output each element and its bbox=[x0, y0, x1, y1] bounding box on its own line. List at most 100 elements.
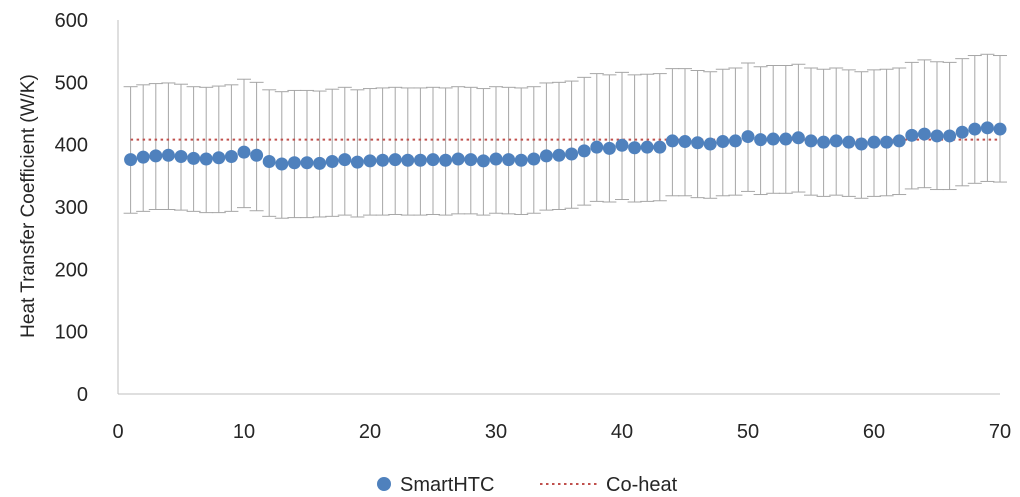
data-point bbox=[565, 147, 579, 161]
data-point bbox=[489, 152, 503, 166]
error-bar bbox=[804, 67, 818, 196]
data-point bbox=[413, 153, 427, 167]
data-point bbox=[124, 153, 138, 167]
error-bar bbox=[148, 83, 163, 210]
data-point bbox=[187, 151, 201, 165]
data-point bbox=[804, 134, 818, 148]
x-tick-label: 50 bbox=[737, 421, 759, 443]
error-bar bbox=[463, 86, 478, 215]
data-point bbox=[728, 134, 742, 148]
error-bar bbox=[993, 55, 1007, 183]
error-bar bbox=[854, 71, 869, 199]
error-bar bbox=[375, 87, 390, 216]
error-bar bbox=[388, 86, 403, 215]
data-point bbox=[262, 154, 276, 168]
error-bar bbox=[539, 82, 554, 211]
error-bar bbox=[589, 73, 604, 202]
error-bar bbox=[249, 81, 264, 212]
error-bar bbox=[602, 74, 617, 203]
data-point bbox=[665, 134, 679, 148]
legend-smarthtc-marker bbox=[377, 477, 391, 491]
data-point bbox=[552, 148, 566, 162]
data-point bbox=[892, 134, 906, 148]
error-bar bbox=[816, 68, 831, 197]
data-point bbox=[338, 153, 352, 167]
error-bar bbox=[123, 86, 138, 214]
data-point bbox=[136, 150, 150, 164]
error-bar bbox=[438, 87, 453, 216]
data-point bbox=[502, 153, 516, 167]
error-bar bbox=[489, 86, 503, 214]
error-bar bbox=[161, 82, 176, 210]
data-point bbox=[917, 127, 931, 141]
x-tick-label: 70 bbox=[989, 421, 1011, 443]
data-point bbox=[678, 135, 692, 149]
error-bar bbox=[728, 67, 743, 196]
error-bar bbox=[262, 89, 277, 217]
data-point bbox=[716, 135, 730, 149]
data-point bbox=[602, 141, 616, 155]
data-point bbox=[980, 121, 994, 135]
error-bar bbox=[879, 68, 894, 197]
error-bar bbox=[413, 87, 428, 216]
data-point bbox=[615, 138, 629, 152]
data-point bbox=[829, 134, 843, 148]
error-bar bbox=[514, 87, 529, 215]
y-tick-label: 400 bbox=[55, 135, 88, 157]
data-point bbox=[993, 122, 1007, 136]
data-point bbox=[199, 152, 213, 166]
error-bar bbox=[300, 89, 314, 219]
data-point bbox=[212, 151, 226, 165]
error-bar bbox=[501, 86, 516, 215]
error-bar bbox=[564, 80, 579, 209]
data-point bbox=[703, 137, 717, 151]
error-bar bbox=[791, 63, 806, 193]
error-bar bbox=[363, 88, 377, 216]
error-bar bbox=[753, 66, 768, 196]
error-bar bbox=[237, 78, 251, 209]
data-point bbox=[854, 137, 868, 151]
data-point bbox=[741, 130, 755, 144]
x-tick-label: 60 bbox=[863, 421, 885, 443]
data-point bbox=[363, 154, 377, 168]
error-bar bbox=[174, 83, 188, 211]
data-point bbox=[237, 145, 251, 159]
legend-smarthtc-label: SmartHTC bbox=[400, 474, 494, 496]
x-tick-labels: 0 10 20 30 40 50 60 70 bbox=[112, 421, 1011, 443]
error-bar bbox=[274, 91, 289, 219]
error-bar bbox=[400, 87, 415, 216]
data-point bbox=[577, 144, 591, 158]
data-point bbox=[766, 132, 780, 146]
y-tick-label: 300 bbox=[55, 197, 88, 219]
y-tick-labels: 0 100 200 300 400 500 600 bbox=[55, 10, 88, 406]
legend: SmartHTC Co-heat bbox=[377, 474, 678, 496]
error-bar bbox=[426, 86, 440, 215]
error-bar bbox=[312, 90, 327, 218]
y-tick-label: 200 bbox=[55, 259, 88, 281]
error-bar bbox=[652, 73, 667, 202]
data-point bbox=[968, 122, 982, 136]
error-bar bbox=[841, 69, 856, 197]
data-point bbox=[464, 153, 478, 167]
data-point bbox=[388, 153, 402, 167]
data-point bbox=[791, 131, 805, 145]
error-bar bbox=[552, 81, 566, 210]
data-point bbox=[527, 152, 541, 166]
error-bar bbox=[867, 69, 881, 197]
error-bar bbox=[211, 85, 226, 214]
error-bar bbox=[615, 71, 629, 201]
data-point bbox=[350, 155, 364, 169]
data-point bbox=[539, 149, 553, 163]
error-bar bbox=[577, 76, 592, 206]
error-bar bbox=[186, 86, 201, 212]
data-point bbox=[930, 129, 944, 143]
error-bar bbox=[892, 67, 907, 196]
data-point bbox=[426, 153, 440, 167]
data-point bbox=[653, 140, 667, 154]
error-bar bbox=[980, 53, 995, 182]
data-point bbox=[439, 153, 453, 167]
legend-co-heat-label: Co-heat bbox=[606, 474, 678, 496]
error-bar bbox=[476, 88, 491, 216]
error-bar bbox=[715, 68, 730, 197]
error-bar bbox=[829, 67, 844, 196]
